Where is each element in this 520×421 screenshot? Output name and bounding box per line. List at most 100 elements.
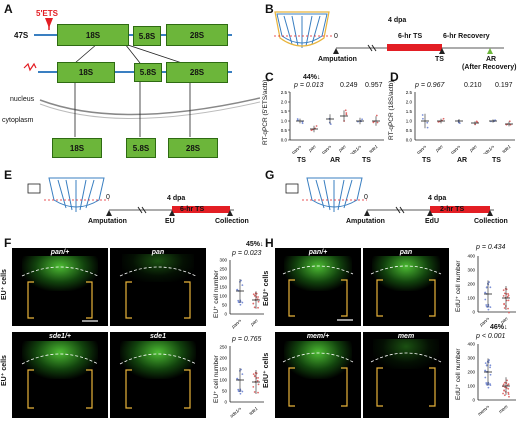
h-image-mem-het-label: mem/+ xyxy=(306,333,330,340)
c-cond-0: TS xyxy=(297,157,306,164)
data-point xyxy=(507,387,510,390)
data-point xyxy=(329,123,332,126)
data-point xyxy=(507,383,510,386)
c-pct: 44%↓ xyxy=(303,74,321,81)
f1-ytick-4: 200 xyxy=(219,276,227,281)
h-ylabel-1: EdU⁺ cell number xyxy=(455,260,462,312)
h1-ytick-1: 100 xyxy=(467,296,475,301)
data-point xyxy=(489,306,492,308)
data-point xyxy=(310,129,313,132)
f2-ytick-5: 250 xyxy=(219,345,227,350)
data-point xyxy=(489,364,492,367)
h-image-mem-label: mem xyxy=(397,333,415,340)
h-pct: 46%↓ xyxy=(490,324,508,331)
data-point xyxy=(237,301,240,303)
data-point xyxy=(252,373,255,376)
g-amputation: Amputation xyxy=(346,218,385,225)
data-point xyxy=(503,302,506,305)
data-point xyxy=(484,291,487,294)
f-pval-1: p = 0.023 xyxy=(232,250,262,257)
e-ts-bar-label: 6-hr TS xyxy=(180,206,205,213)
b-ar: AR xyxy=(486,56,497,63)
panel-d-label: D xyxy=(390,70,399,84)
panel-f-label: F xyxy=(4,236,12,250)
c-ytick-1: 0.5 xyxy=(281,128,288,133)
f-row-label-1: EU⁺ cells xyxy=(1,269,8,300)
data-point xyxy=(507,292,509,295)
data-point xyxy=(502,383,505,386)
d-ytick-5: 2.5 xyxy=(406,90,413,95)
f2-group-1: sde1 xyxy=(248,406,259,416)
data-point xyxy=(485,364,488,367)
c-group-4: sde1/+ xyxy=(349,144,363,154)
h2-ytick-3: 300 xyxy=(467,356,475,361)
b-recovery: 6-hr Recovery xyxy=(443,33,490,40)
f2-group-0: sde1/+ xyxy=(229,406,243,419)
c-plot: 0.0 0.5 1.0 1.5 2.0 2.5 pan/+ pan pan/+ … xyxy=(281,90,384,154)
h-pval-2: p < 0.001 xyxy=(476,333,506,340)
data-point xyxy=(239,303,242,306)
data-point xyxy=(484,298,487,301)
f1-ytick-3: 150 xyxy=(219,285,227,290)
g-zero: 0 xyxy=(364,194,368,201)
g-collection: Collection xyxy=(474,218,508,225)
f-plot-1: 0 50 100 150 200 250 300 pan/+ pan xyxy=(219,258,264,330)
c-ytick-5: 2.5 xyxy=(281,90,288,95)
d-cond-2: TS xyxy=(492,157,501,164)
c-pval-3: 0.957 xyxy=(365,82,383,89)
f-image-sde1-het-label: sde1/+ xyxy=(49,333,71,340)
data-point xyxy=(241,301,244,304)
f-row-label-2: EU⁺ cells xyxy=(1,355,8,386)
data-point xyxy=(237,299,240,302)
data-point xyxy=(240,368,242,371)
data-point xyxy=(507,391,510,394)
data-point xyxy=(502,289,505,292)
timeline-b xyxy=(274,11,504,54)
c-cond-1: AR xyxy=(330,157,341,164)
data-point xyxy=(257,376,259,379)
d-group-0: pan/+ xyxy=(415,144,428,154)
data-point xyxy=(489,286,492,289)
f1-ytick-6: 300 xyxy=(219,258,227,263)
data-point xyxy=(257,306,259,309)
data-point xyxy=(344,109,347,112)
h2-ytick-0: 0 xyxy=(472,398,475,403)
data-point xyxy=(506,295,509,298)
c-cond-2: TS xyxy=(362,157,371,164)
d-ytick-1: 0.5 xyxy=(406,128,413,133)
data-point xyxy=(489,373,492,376)
data-point xyxy=(506,379,508,382)
data-point xyxy=(239,392,242,395)
panel-g-label: G xyxy=(265,168,275,182)
data-point xyxy=(484,369,487,372)
data-point xyxy=(236,377,239,380)
data-point xyxy=(257,296,259,298)
panel-h-label: H xyxy=(265,236,274,250)
data-point xyxy=(489,366,491,369)
nucleus-label: nucleus xyxy=(10,96,35,103)
data-point xyxy=(296,118,299,120)
data-point xyxy=(345,112,348,114)
h-pval-1: p = 0.434 xyxy=(476,244,506,251)
f1-ytick-1: 50 xyxy=(222,303,228,308)
rrna-58s-box: 5.8S xyxy=(133,26,161,46)
d-group-5: sde1 xyxy=(501,144,512,154)
data-point xyxy=(236,288,239,291)
ts-bar-b xyxy=(387,44,442,51)
d-group-3: pan xyxy=(468,144,478,154)
data-point xyxy=(345,113,348,116)
data-point xyxy=(503,307,506,309)
c-ytick-4: 2.0 xyxy=(281,100,288,105)
data-point xyxy=(502,392,504,395)
data-point xyxy=(376,121,379,124)
data-point xyxy=(485,382,488,385)
c-group-5: sde1 xyxy=(368,144,379,154)
data-point xyxy=(485,304,488,306)
h-image-pan-het-label: pan/+ xyxy=(308,249,328,256)
f1-ytick-0: 0 xyxy=(224,312,227,317)
data-point xyxy=(507,299,510,302)
data-point xyxy=(437,121,440,123)
d-cond-1: AR xyxy=(457,157,468,164)
ts-bar-g xyxy=(430,206,490,213)
c-group-0: pan/+ xyxy=(290,144,303,154)
